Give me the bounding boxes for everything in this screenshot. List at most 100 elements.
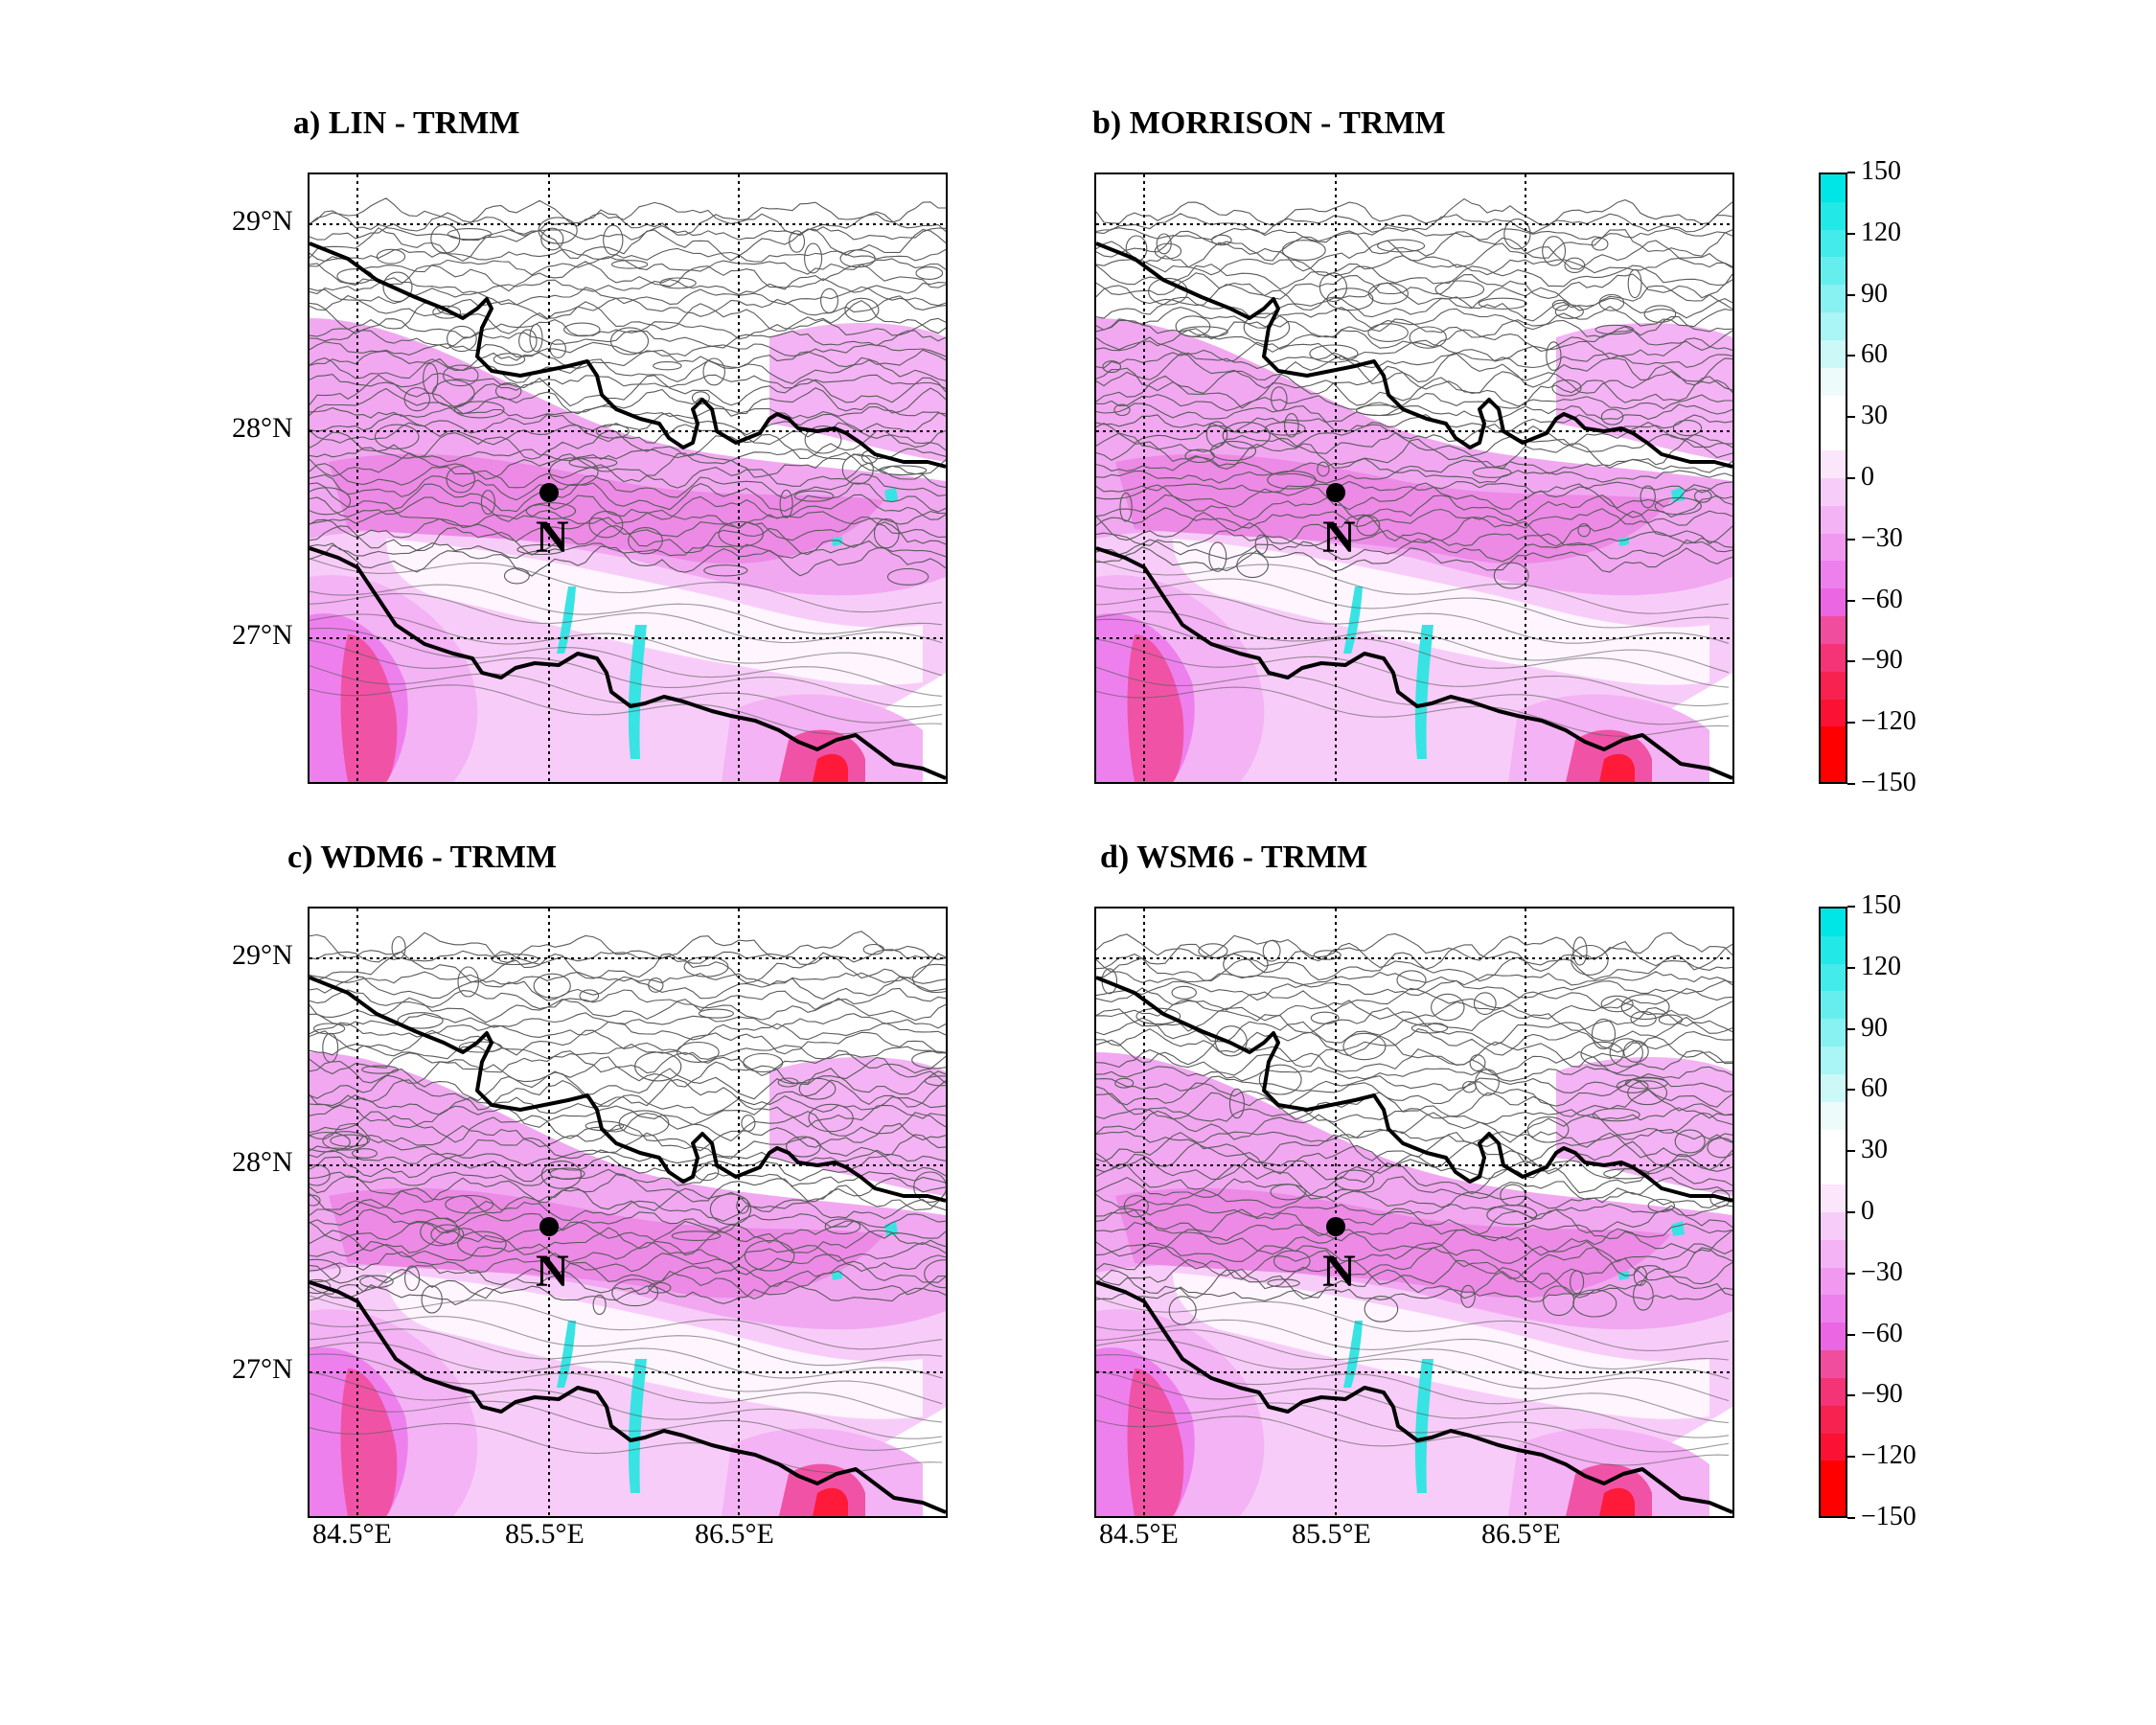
lat-label-29-a: 29°N (232, 205, 293, 237)
positive-difference-area (832, 537, 842, 546)
lon-label-855-d: 85.5°E (1292, 1518, 1371, 1550)
station-label: N (1322, 1246, 1356, 1297)
positive-difference-area (1343, 586, 1363, 654)
colorbar-segment (1821, 1212, 1846, 1241)
colorbar-segment (1821, 1019, 1846, 1048)
colorbar-segment (1821, 257, 1846, 287)
border-north (310, 976, 946, 1203)
colorbar-segment (1821, 1295, 1846, 1324)
colorbar-tick-mark (1847, 232, 1855, 235)
colorbar-segment (1821, 229, 1846, 259)
border-north (1096, 976, 1732, 1203)
precip-difference-area (1556, 323, 1732, 462)
colorbar-segment (1821, 643, 1846, 673)
lon-label-855-c: 85.5°E (505, 1518, 585, 1550)
colorbar-tick-mark (1847, 1211, 1855, 1213)
colorbar-segment (1821, 533, 1846, 563)
border-south (1096, 1280, 1732, 1514)
panel-title-b: b) MORRISON - TRMM (1092, 105, 1446, 141)
near-zero-area (1173, 1273, 1709, 1419)
positive-difference-area (628, 625, 647, 759)
colorbar-tick-label: 60 (1861, 1073, 1888, 1104)
colorbar-top (1819, 172, 1847, 784)
colorbar-segment (1821, 312, 1846, 341)
colorbar-tick-label: 120 (1861, 217, 1901, 247)
colorbar-tick-mark (1847, 1394, 1855, 1397)
colorbar-segment (1821, 908, 1846, 937)
colorbar-segment (1821, 1073, 1846, 1103)
colorbar-segment (1821, 423, 1846, 452)
colorbar-segment (1821, 1350, 1846, 1379)
colorbar-segment (1821, 935, 1846, 965)
colorbar-tick-mark (1847, 538, 1855, 540)
colorbar-segment (1821, 1433, 1846, 1462)
colorbar-segment (1821, 339, 1846, 369)
colorbar-tick-label: 90 (1861, 1012, 1888, 1043)
positive-difference-area (1343, 1321, 1363, 1388)
station-marker (539, 1217, 559, 1236)
colorbar-segment (1821, 395, 1846, 425)
colorbar-tick-label: −30 (1861, 1256, 1903, 1287)
lon-label-845-d: 84.5°E (1099, 1518, 1179, 1550)
positive-difference-area (1414, 1359, 1434, 1493)
precip-difference-area (340, 634, 398, 782)
colorbar-segment (1821, 201, 1846, 231)
colorbar-tick-mark (1847, 1027, 1855, 1030)
precip-difference-area (769, 323, 946, 462)
colorbar-segment (1821, 699, 1846, 728)
map-canvas-a: N (310, 174, 946, 782)
colorbar-tick-label: 120 (1861, 951, 1901, 981)
map-canvas-b: N (1096, 174, 1732, 782)
border-south (1096, 546, 1732, 780)
map-panel-c: N (308, 907, 948, 1518)
colorbar-tick-label: −120 (1861, 1440, 1916, 1471)
colorbar-segment (1821, 671, 1846, 701)
border-north (310, 242, 946, 469)
colorbar-tick-mark (1847, 355, 1855, 357)
colorbar-tick-label: −150 (1861, 1502, 1916, 1531)
precip-difference-area (813, 753, 848, 782)
near-zero-area (386, 1273, 923, 1419)
lat-label-29-c: 29°N (232, 939, 293, 971)
lat-label-27-c: 27°N (232, 1353, 293, 1385)
positive-difference-area (628, 1359, 647, 1493)
colorbar-tick-label: 60 (1861, 339, 1888, 370)
colorbar-tick-mark (1847, 1272, 1855, 1275)
colorbar-segment (1821, 1322, 1846, 1352)
colorbar-segment (1821, 1046, 1846, 1075)
lat-label-28-c: 28°N (232, 1146, 293, 1178)
panel-title-c: c) WDM6 - TRMM (287, 840, 558, 875)
colorbar-tick-label: −30 (1861, 522, 1903, 553)
colorbar-tick-label: −90 (1861, 1379, 1903, 1410)
colorbar-tick-label: 90 (1861, 278, 1888, 309)
station-marker (1326, 483, 1345, 502)
colorbar-tick-label: −150 (1861, 768, 1916, 797)
colorbar-tick-mark (1847, 1333, 1855, 1336)
station-marker (539, 483, 559, 502)
colorbar-tick-label: 30 (1861, 1135, 1888, 1165)
topography-contours (1096, 197, 1732, 737)
colorbar-segment (1821, 505, 1846, 535)
colorbar-tick-label: 150 (1861, 156, 1901, 186)
colorbar-tick-label: −60 (1861, 584, 1903, 614)
precip-difference-area (1115, 453, 1671, 564)
colorbar-tick-mark (1847, 477, 1855, 479)
positive-difference-area (1414, 625, 1434, 759)
colorbar-tick-mark (1847, 722, 1855, 724)
map-canvas-d: N (1096, 908, 1732, 1516)
lon-label-865-c: 86.5°E (695, 1518, 774, 1550)
colorbar-tick-mark (1847, 599, 1855, 602)
border-south (310, 1280, 946, 1514)
positive-difference-area (557, 1321, 576, 1388)
topography-contours (1096, 932, 1732, 1466)
map-panel-d: N (1094, 907, 1734, 1518)
colorbar-tick-mark (1847, 966, 1855, 969)
positive-difference-area (1618, 537, 1629, 546)
colorbar-tick-mark (1847, 1456, 1855, 1459)
near-zero-area (386, 539, 923, 685)
colorbar-segment (1821, 174, 1846, 203)
colorbar-segment (1821, 991, 1846, 1021)
positive-difference-area (832, 1271, 842, 1280)
colorbar-segment (1821, 1488, 1846, 1516)
colorbar-tick-mark (1847, 416, 1855, 419)
